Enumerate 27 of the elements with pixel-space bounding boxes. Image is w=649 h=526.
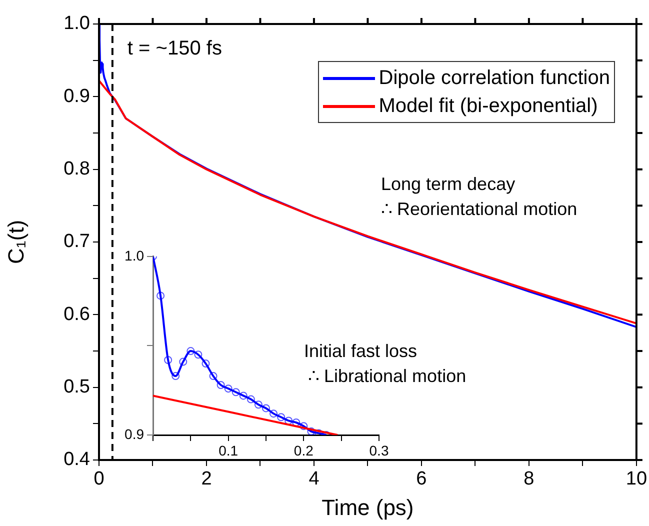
- y-tick-label: 1.0: [124, 247, 144, 264]
- y-tick-label: 0.9: [124, 426, 144, 442]
- x-tick-label: 4: [308, 468, 320, 490]
- x-tick-label: 0.1: [218, 442, 238, 458]
- x-tick-label: 0: [94, 468, 104, 490]
- y-tick-label: 0.7: [64, 231, 90, 252]
- x-tick-label: 8: [524, 468, 534, 490]
- legend-label: Dipole correlation function: [378, 66, 610, 90]
- y-tick-label: 0.8: [64, 158, 90, 180]
- ref-line-label: t = ~150 fs: [127, 38, 222, 60]
- annotation: Long term decay: [381, 174, 516, 195]
- x-tick-label: 0.3: [369, 442, 389, 458]
- y-axis-title: C₁(t): [3, 220, 28, 264]
- legend-label: Model fit (bi-exponential): [378, 94, 598, 118]
- y-tick-label: 0.5: [64, 376, 90, 398]
- x-tick-label: 2: [201, 468, 212, 490]
- x-tick-label: 0.2: [294, 442, 314, 458]
- x-tick-label: 10: [626, 468, 648, 490]
- annotation: ∴ Librational motion: [308, 365, 466, 387]
- y-tick-label: 0.9: [64, 86, 90, 107]
- annotation: Initial fast loss: [304, 341, 418, 362]
- x-axis-title: Time (ps): [322, 494, 414, 520]
- y-tick-label: 0.6: [64, 304, 90, 325]
- y-tick-label: 0.4: [64, 449, 90, 470]
- x-tick-label: 6: [416, 468, 427, 490]
- y-tick-label: 1.0: [64, 13, 90, 34]
- annotation: ∴ Reorientational motion: [381, 198, 578, 220]
